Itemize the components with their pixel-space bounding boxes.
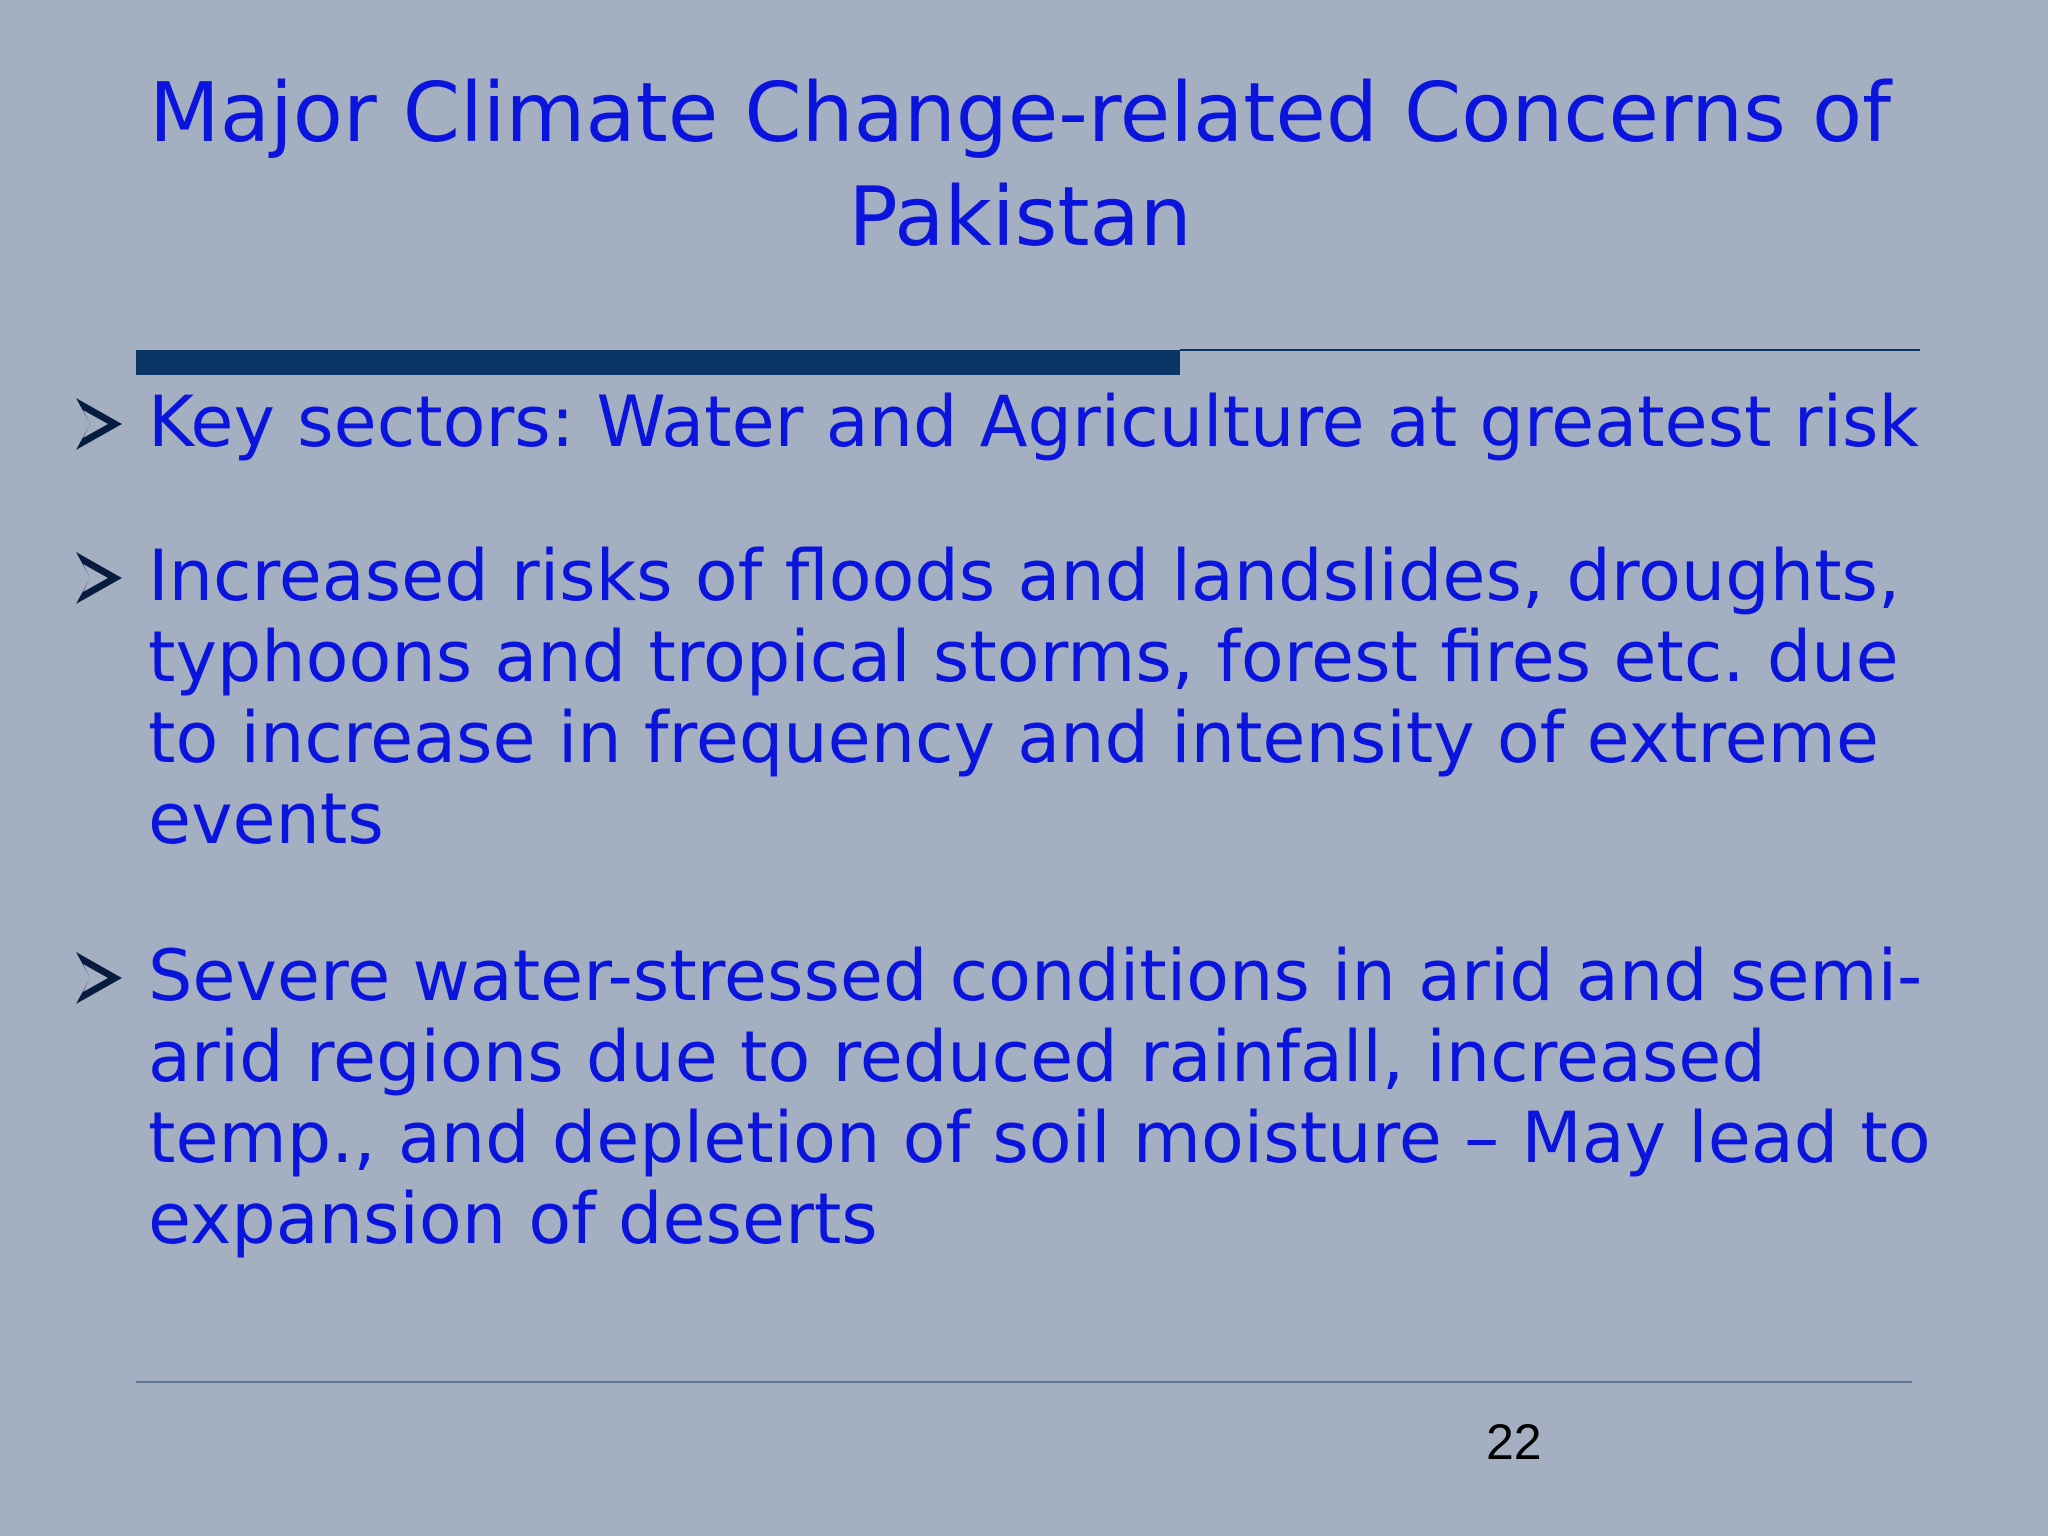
bullet-item: Key sectors: Water and Agriculture at gr… — [74, 382, 1984, 463]
title-divider-thin — [1180, 349, 1920, 351]
title-divider-thick — [136, 350, 1180, 375]
bullet-text: Severe water-stressed conditions in arid… — [148, 935, 1931, 1260]
bullet-item: Severe water-stressed conditions in arid… — [74, 936, 1984, 1260]
slide-title: Major Climate Change-related Concerns of… — [149, 66, 1891, 265]
page-number: 22 — [1486, 1414, 1542, 1470]
bullet-text: Increased risks of floods and landslides… — [148, 535, 1901, 860]
bullet-item: Increased risks of floods and landslides… — [74, 536, 1984, 860]
arrowhead-bullet-icon — [76, 552, 122, 604]
footer-divider — [136, 1381, 1912, 1383]
arrowhead-bullet-icon — [76, 952, 122, 1004]
bullet-text: Key sectors: Water and Agriculture at gr… — [148, 381, 1920, 463]
arrowhead-bullet-icon — [76, 398, 122, 450]
